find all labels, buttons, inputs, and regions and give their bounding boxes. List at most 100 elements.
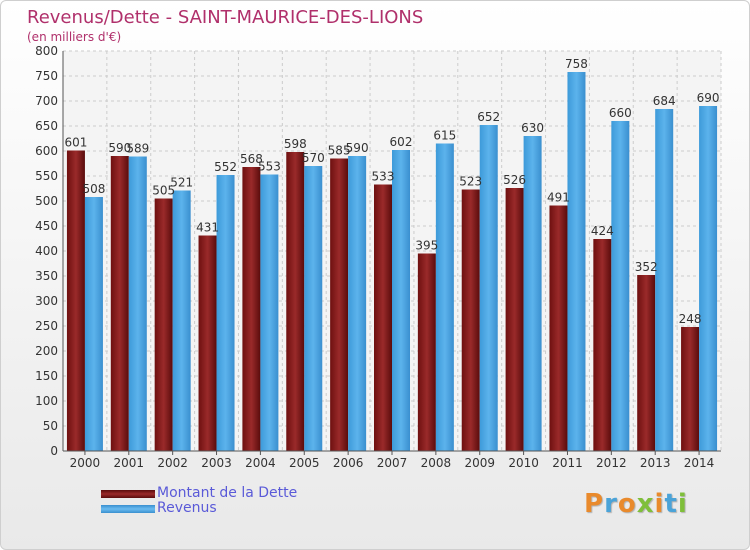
- data-label-revenus: 602: [390, 135, 413, 149]
- data-label-dette: 568: [240, 152, 263, 166]
- x-tick-label: 2014: [684, 456, 715, 470]
- bar-dette: [593, 239, 612, 451]
- legend-swatch-debt: [101, 490, 155, 498]
- y-tick-label: 750: [35, 69, 58, 83]
- x-tick-label: 2006: [333, 456, 364, 470]
- data-label-dette: 505: [152, 184, 175, 198]
- bar-revenus: [128, 156, 147, 451]
- bar-dette: [461, 189, 480, 451]
- y-tick-label: 650: [35, 119, 58, 133]
- x-tick-label: 2007: [377, 456, 408, 470]
- bar-revenus: [479, 125, 498, 451]
- bar-revenus: [435, 143, 454, 451]
- data-label-dette: 590: [108, 141, 131, 155]
- bar-dette: [417, 253, 436, 451]
- legend-swatch-revenus: [101, 505, 155, 513]
- x-tick-label: 2013: [640, 456, 671, 470]
- legend-label-revenus: Revenus: [157, 500, 217, 516]
- data-label-revenus: 652: [477, 110, 500, 124]
- y-tick-label: 450: [35, 219, 58, 233]
- bar-dette: [110, 156, 129, 451]
- data-label-dette: 395: [415, 239, 438, 253]
- bar-dette: [330, 158, 349, 451]
- bar-revenus: [84, 197, 103, 451]
- data-label-revenus: 553: [258, 160, 281, 174]
- y-tick-label: 100: [35, 394, 58, 408]
- x-tick-label: 2003: [201, 456, 232, 470]
- bar-dette: [242, 167, 261, 451]
- x-tick-label: 2000: [70, 456, 101, 470]
- bar-revenus: [523, 136, 542, 451]
- proxiti-logo: Proxiti: [584, 489, 688, 519]
- data-label-revenus: 552: [214, 160, 237, 174]
- data-label-revenus: 570: [302, 151, 325, 165]
- data-label-revenus: 758: [565, 57, 588, 71]
- y-tick-label: 700: [35, 94, 58, 108]
- bar-dette: [374, 184, 392, 451]
- x-tick-label: 2002: [157, 456, 188, 470]
- data-label-dette: 533: [372, 170, 395, 184]
- data-label-dette: 523: [459, 175, 482, 189]
- data-label-revenus: 521: [170, 176, 193, 190]
- data-labels: 6015085905895055214315525685535985705855…: [64, 57, 719, 326]
- bar-revenus: [611, 121, 630, 451]
- x-tick-label: 2009: [464, 456, 495, 470]
- data-label-revenus: 615: [433, 129, 456, 143]
- bar-dette: [286, 152, 305, 451]
- data-label-revenus: 590: [346, 141, 369, 155]
- x-tick-label: 2012: [596, 456, 627, 470]
- y-tick-label: 400: [35, 244, 58, 258]
- bar-revenus: [304, 166, 323, 451]
- bar-dette: [505, 188, 524, 451]
- chart-title: Revenus/Dette - SAINT-MAURICE-DES-LIONS: [27, 7, 424, 28]
- y-tick-label: 150: [35, 369, 58, 383]
- legend-label-debt: Montant de la Dette: [157, 485, 298, 501]
- data-label-revenus: 690: [697, 91, 720, 105]
- bar-dette: [154, 198, 173, 451]
- y-tick-label: 200: [35, 344, 58, 358]
- bar-revenus: [655, 109, 674, 451]
- x-tick-label: 2005: [289, 456, 320, 470]
- chart-subtitle: (en milliers d'€): [27, 30, 122, 44]
- y-tick-label: 600: [35, 144, 58, 158]
- x-tick-label: 2011: [552, 456, 583, 470]
- bar-revenus: [260, 174, 279, 451]
- data-label-revenus: 684: [653, 94, 676, 108]
- y-tick-label: 50: [43, 419, 58, 433]
- data-label-dette: 526: [503, 173, 526, 187]
- y-tick-label: 0: [50, 444, 58, 458]
- bar-dette: [198, 235, 217, 451]
- data-label-revenus: 508: [82, 182, 105, 196]
- data-label-dette: 248: [679, 312, 702, 326]
- data-label-revenus: 630: [521, 121, 544, 135]
- bar-revenus: [216, 175, 235, 451]
- x-tick-label: 2004: [245, 456, 276, 470]
- x-tick-label: 2010: [508, 456, 539, 470]
- bar-revenus: [567, 72, 586, 451]
- axes: 0 50 100 150 200 250 300 350 400 450 500 550 600 650 7…: [35, 44, 721, 470]
- data-label-dette: 601: [64, 136, 87, 150]
- bar-revenus: [699, 106, 718, 451]
- data-label-dette: 585: [328, 144, 351, 158]
- data-label-dette: 424: [591, 224, 614, 238]
- x-tick-label: 2008: [421, 456, 452, 470]
- bar-revenus: [172, 190, 191, 451]
- data-label-dette: 431: [196, 221, 219, 235]
- y-tick-label: 800: [35, 44, 58, 58]
- y-tick-label: 300: [35, 294, 58, 308]
- y-tick-label: 500: [35, 194, 58, 208]
- data-label-revenus: 660: [609, 106, 632, 120]
- x-tick-label: 2001: [114, 456, 145, 470]
- data-label-revenus: 589: [126, 142, 149, 156]
- bar-dette: [549, 205, 568, 451]
- data-label-dette: 491: [547, 191, 570, 205]
- bar-dette: [681, 327, 700, 451]
- y-tick-label: 350: [35, 269, 58, 283]
- bars: [66, 72, 718, 451]
- bar-dette: [66, 150, 85, 451]
- bar-revenus: [392, 150, 410, 451]
- bar-revenus: [348, 156, 367, 451]
- data-label-dette: 352: [635, 260, 658, 274]
